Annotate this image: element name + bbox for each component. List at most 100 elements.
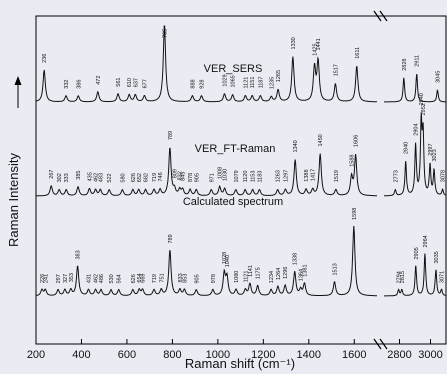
series-name: VER_FT-Raman xyxy=(195,143,276,155)
peak-label: 1611 xyxy=(355,47,361,59)
peak-label: 2952 xyxy=(421,103,427,115)
peak-label: 561 xyxy=(116,78,122,87)
peak-label: 1187 xyxy=(258,77,264,89)
peak-label: 1175 xyxy=(256,267,262,279)
axis-break-mark xyxy=(373,338,382,350)
peak-label: 1028 xyxy=(222,252,228,264)
peak-label: 2904 xyxy=(414,123,420,135)
peak-label: 2794 xyxy=(397,271,403,283)
peak-label: 1364 xyxy=(299,269,305,281)
peak-label: 3071 xyxy=(440,271,446,283)
peak-label: 1388 xyxy=(304,169,310,181)
peak-label: 1040 xyxy=(225,255,231,267)
peak-label: 2773 xyxy=(393,170,399,182)
peak-label: 2840 xyxy=(404,142,410,154)
peak-label: 333 xyxy=(64,173,70,182)
peak-label: 1008 xyxy=(218,167,224,179)
peak-label: 267 xyxy=(49,170,55,179)
peak-label: 580 xyxy=(120,173,126,182)
x-tick-label: 1000 xyxy=(206,349,230,361)
peak-label: 462 xyxy=(94,173,100,182)
peak-label: 845 xyxy=(181,172,187,181)
x-tick-label: 1200 xyxy=(251,349,275,361)
peak-label: 1265 xyxy=(276,70,282,82)
peak-label: 3023 xyxy=(432,149,438,161)
peak-label: 1183 xyxy=(258,171,264,183)
peak-label: 1029 xyxy=(223,74,229,86)
peak-label: 530 xyxy=(109,274,115,283)
spectrum-line xyxy=(35,25,378,103)
peak-label: 971 xyxy=(209,173,215,182)
peak-label: 1296 xyxy=(283,267,289,279)
peak-label: 435 xyxy=(87,172,93,181)
peak-label: 1030 xyxy=(223,169,229,181)
x-tick-label: 400 xyxy=(72,349,90,361)
peak-label: 719 xyxy=(152,173,158,182)
spectrum-line xyxy=(384,253,446,297)
peak-label: 385 xyxy=(76,171,82,180)
peak-label: 719 xyxy=(152,274,158,283)
peak-label: 1417 xyxy=(311,169,317,181)
peak-label: 626 xyxy=(131,274,137,283)
peak-label: 462 xyxy=(94,274,100,283)
axis-break-mark xyxy=(373,10,382,22)
peak-label: 1450 xyxy=(318,134,324,146)
peak-label: 1141 xyxy=(248,265,254,277)
x-tick-label: 1400 xyxy=(297,349,321,361)
axis-break-mark xyxy=(379,10,388,22)
peak-label: 2828 xyxy=(402,59,408,71)
peak-label: 1519 xyxy=(334,170,340,182)
peak-label: 486 xyxy=(99,274,105,283)
x-tick-label: 2800 xyxy=(387,349,411,361)
spectrum-line xyxy=(384,112,447,197)
peak-label: 1381 xyxy=(303,264,309,276)
peak-label: 2911 xyxy=(415,55,421,67)
peak-label: 1340 xyxy=(293,140,299,152)
peak-label: 472 xyxy=(96,76,102,85)
peak-label: 751 xyxy=(159,273,165,282)
series-name: VER_SERS xyxy=(204,63,263,75)
peak-label: 2815 xyxy=(400,271,406,283)
x-tick-label: 600 xyxy=(118,349,136,361)
x-tick-label: 800 xyxy=(163,349,181,361)
peak-label: 1120 xyxy=(243,171,249,183)
peak-label: 302 xyxy=(57,173,63,182)
peak-label: 1425 xyxy=(313,43,319,55)
spectrum-line xyxy=(36,147,377,197)
peak-label: 1606 xyxy=(354,135,360,147)
peak-label: 1121 xyxy=(243,271,249,283)
peak-label: 1264 xyxy=(276,268,282,280)
peak-label: 789 xyxy=(168,234,174,243)
peak-label: 483 xyxy=(98,173,104,182)
x-tick-label: 1600 xyxy=(342,349,366,361)
peak-label: 564 xyxy=(117,274,123,283)
peak-label: 1588 xyxy=(350,155,356,167)
peak-label: 522 xyxy=(107,173,113,182)
peak-label: 1598 xyxy=(352,208,358,220)
peak-label: 682 xyxy=(144,173,150,182)
series-name: Calculated spectrum xyxy=(183,196,283,208)
peak-label: 928 xyxy=(200,80,206,89)
peak-label: 637 xyxy=(133,78,139,87)
peak-label: 1330 xyxy=(291,37,297,49)
peak-label: 3078 xyxy=(441,170,447,182)
peak-label: 905 xyxy=(194,173,200,182)
peak-label: 236 xyxy=(42,54,48,63)
peak-label: 241 xyxy=(43,274,49,283)
y-axis-arrowhead xyxy=(14,76,22,85)
x-tick-label: 3000 xyxy=(418,349,442,361)
peak-label: 765 xyxy=(162,29,168,38)
peak-label: 431 xyxy=(87,274,93,283)
peak-label: 654 xyxy=(137,273,143,282)
peak-label: 297 xyxy=(56,274,62,283)
peak-label: 832 xyxy=(178,171,184,180)
peak-label: 610 xyxy=(127,78,133,87)
peak-label: 1513 xyxy=(333,263,339,275)
peak-label: 809 xyxy=(172,169,178,178)
peak-label: 3035 xyxy=(434,251,440,263)
peak-label: 1153 xyxy=(251,171,257,183)
peak-label: 905 xyxy=(194,274,200,283)
y-axis-label: Raman Intensity xyxy=(6,153,21,247)
peak-label: 2997 xyxy=(428,143,434,155)
peak-label: 1297 xyxy=(283,170,289,182)
